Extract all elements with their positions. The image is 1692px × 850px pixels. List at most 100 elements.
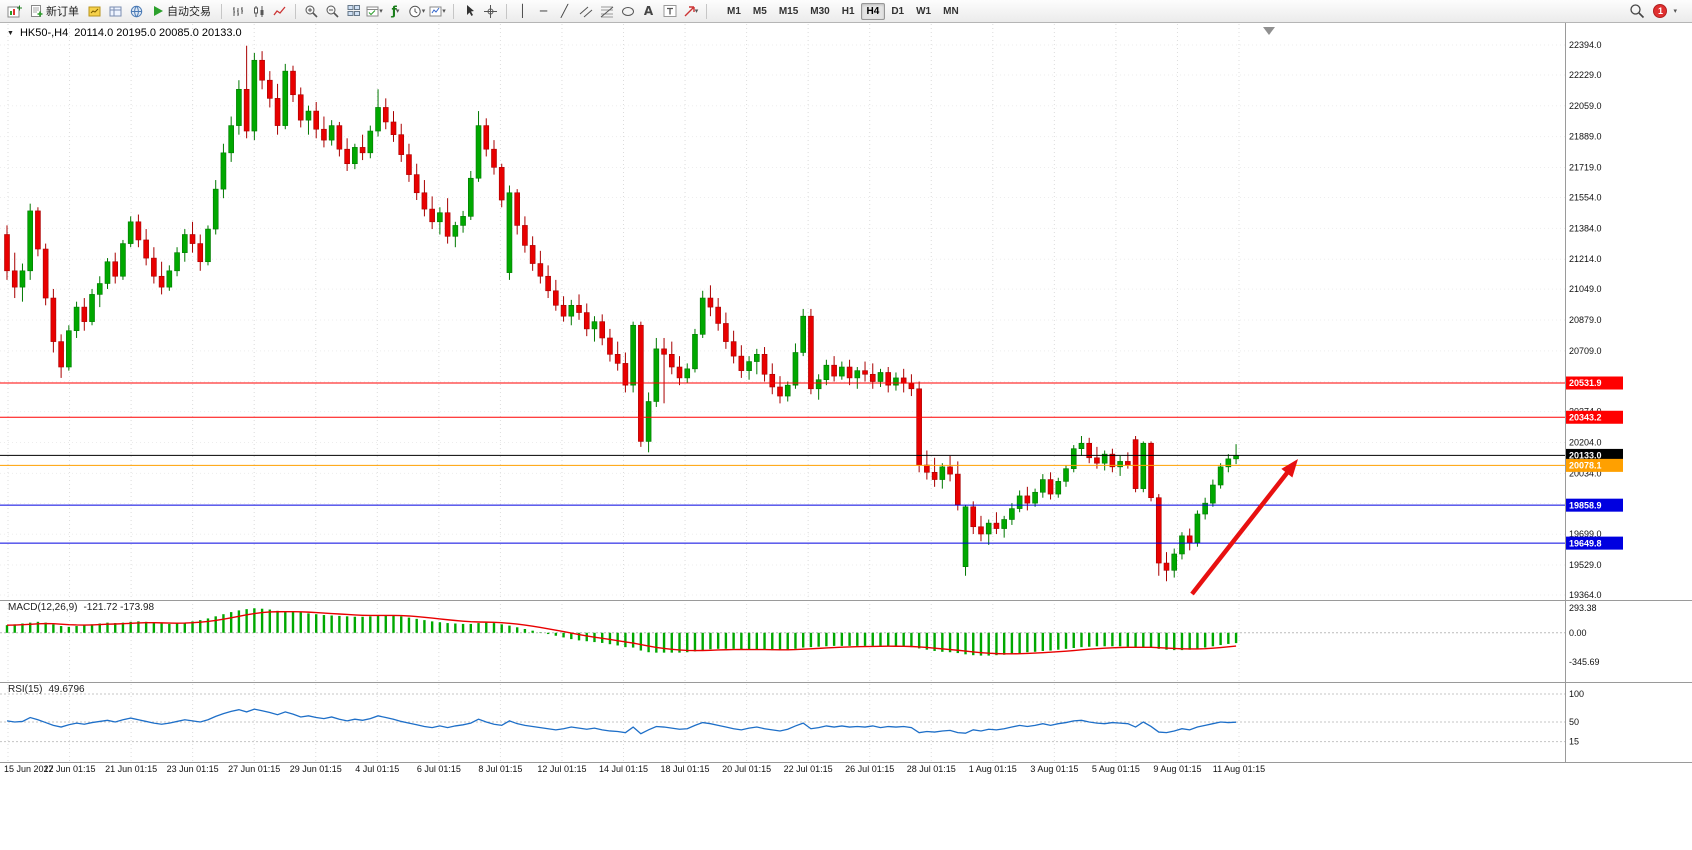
auto-trading-button[interactable]: 自动交易 [148, 2, 215, 20]
chart-properties-icon[interactable]: ▾ [428, 3, 447, 20]
chevron-down-icon: ▾ [694, 8, 699, 15]
svg-text:12 Jul 01:15: 12 Jul 01:15 [537, 764, 586, 774]
chart-menu-triangle-icon[interactable]: ▼ [7, 29, 14, 37]
ohlc-values-label: 20114.0 20195.0 20085.0 20133.0 [74, 27, 242, 39]
arrows-tool-icon[interactable]: ▾ [681, 3, 700, 20]
price-badge [1566, 376, 1623, 390]
tf-m5[interactable]: M5 [752, 5, 767, 17]
new-chart-icon[interactable] [5, 3, 24, 20]
svg-text:19649.8: 19649.8 [1569, 538, 1602, 548]
vertical-line-tool-icon[interactable]: │ [518, 4, 527, 18]
svg-text:15: 15 [1569, 737, 1579, 747]
svg-text:21214.0: 21214.0 [1569, 254, 1602, 264]
price-badge [1566, 536, 1623, 550]
horizontal-line-tool-icon[interactable]: ─ [539, 4, 548, 18]
tf-m30[interactable]: M30 [810, 5, 830, 17]
candlestick-chart-icon[interactable] [249, 3, 268, 20]
tf-mn[interactable]: MN [943, 5, 959, 17]
svg-text:22 Jul 01:15: 22 Jul 01:15 [784, 764, 833, 774]
svg-text:21384.0: 21384.0 [1569, 223, 1602, 233]
svg-text:21049.0: 21049.0 [1569, 284, 1602, 294]
bar-chart-icon[interactable] [228, 3, 247, 20]
svg-text:19364.0: 19364.0 [1569, 590, 1602, 600]
trend-arrow-head [1281, 459, 1298, 478]
tf-h4[interactable]: H4 [860, 2, 886, 20]
chevron-down-icon: ▾ [1673, 8, 1677, 15]
svg-text:22059.0: 22059.0 [1569, 101, 1602, 111]
notification-badge[interactable]: 1 [1653, 4, 1668, 18]
market-watch-icon[interactable] [85, 3, 104, 20]
svg-text:100: 100 [1569, 689, 1584, 699]
chart-title: ▼ HK50-,H4 20114.0 20195.0 20085.0 20133… [7, 27, 242, 39]
trend-arrow-annotation[interactable] [1190, 463, 1295, 596]
svg-text:15 Jun 2022: 15 Jun 2022 [4, 764, 54, 774]
svg-text:22229.0: 22229.0 [1569, 70, 1602, 80]
svg-text:1 Aug 01:15: 1 Aug 01:15 [969, 764, 1017, 774]
toolbar-separator [506, 3, 507, 19]
rsi-name: RSI(15) [8, 684, 43, 695]
shapes-tool-icon[interactable] [618, 3, 637, 20]
svg-text:6 Jul 01:15: 6 Jul 01:15 [417, 764, 461, 774]
zoom-in-icon[interactable] [302, 3, 321, 20]
symbol-period-label: HK50-,H4 [19, 27, 69, 39]
svg-text:293.38: 293.38 [1569, 603, 1597, 613]
tf-d1[interactable]: D1 [891, 5, 905, 17]
svg-text:0.00: 0.00 [1569, 628, 1587, 638]
line-chart-icon[interactable] [270, 3, 289, 20]
macd-values: -121.72 -173.98 [83, 602, 155, 613]
timeframes-clock-icon[interactable]: ▾ [407, 3, 426, 20]
indicators-icon[interactable]: ƒ ▾ [391, 4, 400, 18]
search-icon[interactable] [1627, 3, 1646, 20]
svg-text:20531.9: 20531.9 [1569, 378, 1602, 388]
trendline-tool-icon[interactable]: ╱ [560, 4, 569, 18]
price-lines-layer[interactable] [0, 376, 1623, 550]
cursor-icon[interactable] [460, 3, 479, 20]
svg-text:21 Jun 01:15: 21 Jun 01:15 [105, 764, 157, 774]
svg-text:4 Jul 01:15: 4 Jul 01:15 [355, 764, 399, 774]
svg-text:-345.69: -345.69 [1569, 657, 1600, 667]
svg-text:21554.0: 21554.0 [1569, 192, 1602, 202]
data-window-icon[interactable] [106, 3, 125, 20]
macd-indicator-label: MACD(12,26,9) -121.72 -173.98 [8, 602, 154, 613]
chevron-down-icon: ▾ [395, 8, 400, 15]
toolbar-separator [706, 3, 707, 19]
tf-m1[interactable]: M1 [727, 5, 741, 17]
svg-text:21719.0: 21719.0 [1569, 163, 1602, 173]
svg-text:19858.9: 19858.9 [1569, 500, 1602, 510]
tile-windows-icon[interactable] [344, 3, 363, 20]
toolbar-separator [295, 3, 296, 19]
text-label-tool-icon[interactable] [660, 3, 679, 20]
svg-text:20078.1: 20078.1 [1569, 461, 1602, 471]
channel-tool-icon[interactable] [576, 3, 595, 20]
svg-text:20133.0: 20133.0 [1569, 451, 1602, 461]
svg-text:20204.0: 20204.0 [1569, 438, 1602, 448]
text-tool-icon[interactable]: A [643, 4, 654, 18]
fibonacci-tool-icon[interactable] [597, 3, 616, 20]
tf-w1[interactable]: W1 [916, 5, 932, 17]
rsi-indicator-label: RSI(15) 49.6796 [8, 684, 85, 695]
new-order-button[interactable]: 新订单 [26, 2, 83, 20]
toolbar-separator [453, 3, 454, 19]
macd-name: MACD(12,26,9) [8, 602, 78, 613]
chart-shift-marker[interactable] [1263, 27, 1275, 35]
templates-icon[interactable]: ▾ [365, 3, 384, 20]
svg-text:21889.0: 21889.0 [1569, 132, 1602, 142]
navigator-globe-icon[interactable] [127, 3, 146, 20]
svg-text:22394.0: 22394.0 [1569, 40, 1602, 50]
crosshair-icon[interactable] [481, 3, 500, 20]
svg-text:26 Jul 01:15: 26 Jul 01:15 [845, 764, 894, 774]
svg-text:20709.0: 20709.0 [1569, 346, 1602, 356]
timeframe-group: M1 M5 M15 M30 H1 H4 D1 W1 MN [721, 2, 965, 20]
chevron-down-icon: ▾ [379, 8, 383, 15]
tf-h1[interactable]: H1 [841, 5, 855, 17]
grid-layer [0, 24, 1565, 762]
tf-m15[interactable]: M15 [778, 5, 799, 17]
svg-text:9 Aug 01:15: 9 Aug 01:15 [1153, 764, 1201, 774]
chevron-down-icon: ▾ [442, 8, 446, 15]
zoom-out-icon[interactable] [323, 3, 342, 20]
svg-text:19529.0: 19529.0 [1569, 560, 1602, 570]
svg-text:19699.0: 19699.0 [1569, 529, 1602, 539]
